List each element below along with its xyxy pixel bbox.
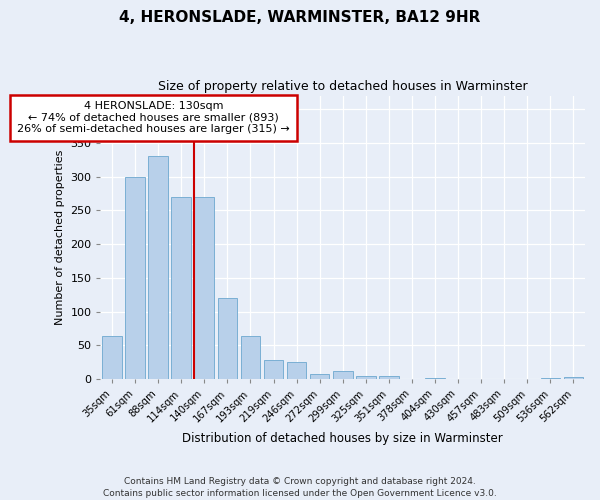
Bar [333,371,353,379]
Bar [356,376,376,379]
Text: 4 HERONSLADE: 130sqm
← 74% of detached houses are smaller (893)
26% of semi-deta: 4 HERONSLADE: 130sqm ← 74% of detached h… [17,101,290,134]
Title: Size of property relative to detached houses in Warminster: Size of property relative to detached ho… [158,80,527,93]
Bar [563,377,583,379]
Bar [218,298,237,379]
Bar [172,197,191,379]
Bar [102,336,122,379]
Bar [263,360,283,379]
Bar [125,176,145,379]
Bar [379,376,398,379]
Text: 4, HERONSLADE, WARMINSTER, BA12 9HR: 4, HERONSLADE, WARMINSTER, BA12 9HR [119,10,481,25]
Bar [241,336,260,379]
Bar [541,378,560,379]
X-axis label: Distribution of detached houses by size in Warminster: Distribution of detached houses by size … [182,432,503,445]
Bar [310,374,329,379]
Bar [148,156,168,379]
Bar [425,378,445,379]
Y-axis label: Number of detached properties: Number of detached properties [55,150,65,325]
Text: Contains HM Land Registry data © Crown copyright and database right 2024.
Contai: Contains HM Land Registry data © Crown c… [103,476,497,498]
Bar [194,197,214,379]
Bar [287,362,307,379]
